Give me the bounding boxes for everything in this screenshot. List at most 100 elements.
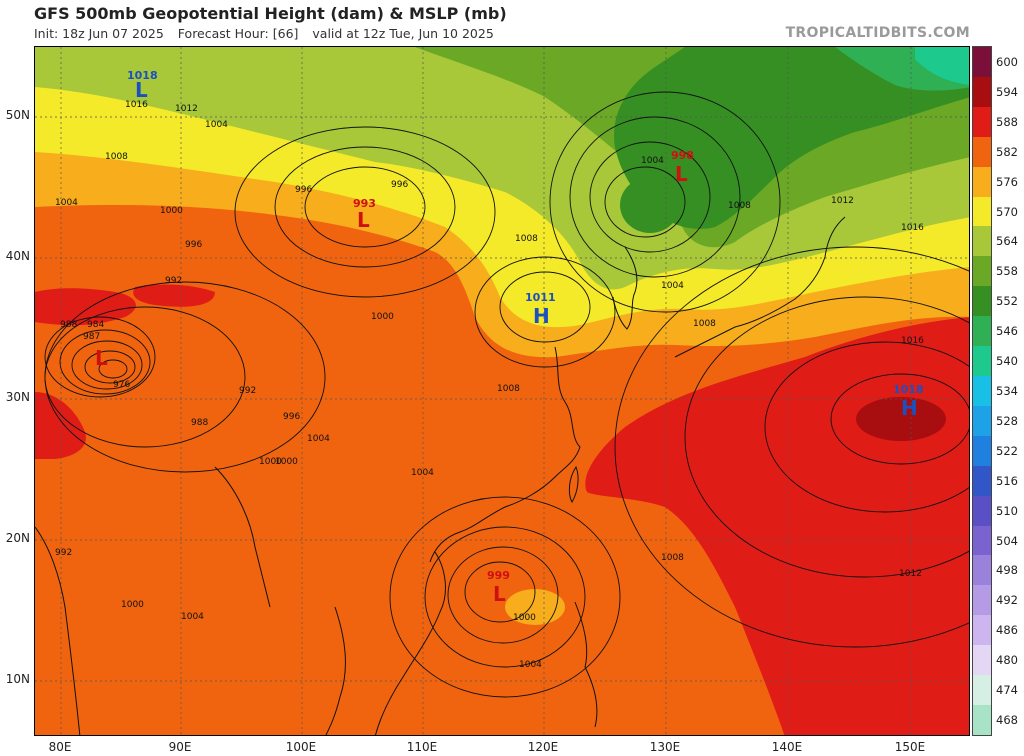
colorbar-segment xyxy=(973,256,991,287)
colorbar-segment xyxy=(973,106,991,137)
lon-label: 110E xyxy=(406,740,438,754)
isobar-label: 1000 xyxy=(513,613,536,623)
colorbar-segment xyxy=(973,675,991,705)
colorbar-label: 582 xyxy=(996,144,1018,159)
pressure-systems: 998 L 993 L L 999 L 1018 L 1011 H 1018 H xyxy=(95,69,924,606)
system-value-low-993: 993 xyxy=(353,197,376,210)
colorbar-label: 576 xyxy=(996,174,1018,189)
init-time: Init: 18z Jun 07 2025 xyxy=(34,26,164,41)
valid-time: valid at 12z Tue, Jun 10 2025 xyxy=(312,26,494,41)
isobar-label: 1008 xyxy=(105,152,128,162)
height-band-540 xyxy=(915,47,969,85)
system-marker-high-1011: H xyxy=(533,304,550,328)
isobar-label: 1004 xyxy=(641,156,664,166)
colorbar-segment xyxy=(973,704,991,735)
system-value-low-998: 998 xyxy=(671,149,694,162)
coast-china xyxy=(429,346,581,563)
colorbar-label: 480 xyxy=(996,653,1018,668)
colorbar-segment xyxy=(973,465,991,496)
height-band-588-west xyxy=(35,288,136,326)
isobar-label: 1004 xyxy=(661,281,684,291)
colorbar-label: 540 xyxy=(996,354,1018,369)
system-value-high-1018: 1018 xyxy=(893,383,924,396)
height-band-552-low xyxy=(620,177,680,233)
isobar-label: 996 xyxy=(391,180,408,190)
coast-korea xyxy=(612,246,638,330)
system-value-low-999: 999 xyxy=(487,569,510,582)
coast-taiwan xyxy=(568,465,579,503)
map-panel: 1016 1012 1004 1008 996 1004 1000 996 99… xyxy=(34,46,970,736)
colorbar-segment xyxy=(973,47,991,77)
chart-title: GFS 500mb Geopotential Height (dam) & MS… xyxy=(34,4,507,23)
colorbar-label: 486 xyxy=(996,623,1018,638)
colorbar-label: 474 xyxy=(996,683,1018,698)
colorbar-label: 498 xyxy=(996,563,1018,578)
isobar-label: 988 xyxy=(60,320,77,330)
system-marker-high-1018: H xyxy=(901,396,918,420)
colorbar-segment xyxy=(973,346,991,376)
colorbar-label: 594 xyxy=(996,84,1018,99)
chart-subtitle: Init: 18z Jun 07 2025 Forecast Hour: [66… xyxy=(34,26,504,41)
isobar-label: 1016 xyxy=(125,100,148,110)
height-band-552 xyxy=(614,47,969,229)
lat-label: 30N xyxy=(5,390,30,404)
lon-label: 130E xyxy=(649,740,681,754)
colorbar-segment xyxy=(973,76,991,107)
coast-japan xyxy=(674,216,846,358)
colorbar-segment xyxy=(973,286,991,317)
colorbar-label: 492 xyxy=(996,593,1018,608)
height-band-588-india xyxy=(35,392,86,459)
colorbar-segment xyxy=(973,645,991,676)
isobar-label: 1000 xyxy=(160,206,183,216)
isobar-label: 996 xyxy=(295,185,312,195)
isobar-label: 992 xyxy=(239,386,256,396)
colorbar xyxy=(972,46,992,736)
colorbar-segment xyxy=(973,375,991,406)
colorbar-segment xyxy=(973,166,991,197)
lat-label: 10N xyxy=(5,672,30,686)
lat-label: 50N xyxy=(5,108,30,122)
colorbar-segment xyxy=(973,136,991,167)
coast-malay xyxy=(325,606,346,735)
isobar-label: 1000 xyxy=(275,457,298,467)
isobar-label: 992 xyxy=(165,276,182,286)
isobar-label: 1016 xyxy=(901,223,924,233)
colorbar-label: 516 xyxy=(996,473,1018,488)
isobar-label: 992 xyxy=(55,548,72,558)
isobar-label: 1016 xyxy=(901,336,924,346)
lon-label: 100E xyxy=(285,740,317,754)
colorbar-label: 552 xyxy=(996,294,1018,309)
colorbar-segment xyxy=(973,585,991,616)
colorbar-label: 522 xyxy=(996,443,1018,458)
system-value-high-1011: 1011 xyxy=(525,291,556,304)
graticule xyxy=(35,47,969,735)
colorbar-label: 558 xyxy=(996,264,1018,279)
colorbar-label: 564 xyxy=(996,234,1018,249)
isobars xyxy=(44,91,969,698)
lon-label: 140E xyxy=(771,740,803,754)
isobar-label: 1000 xyxy=(121,600,144,610)
lon-label: 80E xyxy=(48,740,72,754)
isobar-label: 1008 xyxy=(693,319,716,329)
colorbar-label: 504 xyxy=(996,533,1018,548)
colorbar-segment xyxy=(973,196,991,227)
isobar-label: 976 xyxy=(113,380,130,390)
lon-label: 150E xyxy=(894,740,926,754)
system-marker-low-993: L xyxy=(357,208,370,232)
isobar-label: 1008 xyxy=(497,384,520,394)
isobar-label: 996 xyxy=(185,240,202,250)
system-marker-low-tibet: L xyxy=(95,346,108,370)
colorbar-segment xyxy=(973,316,991,347)
height-band-588-tibet xyxy=(133,284,215,307)
isobar-label: 1004 xyxy=(181,612,204,622)
lat-label: 40N xyxy=(5,249,30,263)
lon-label: 90E xyxy=(168,740,192,754)
isobar-label: 1000 xyxy=(371,312,394,322)
colorbar-label: 510 xyxy=(996,503,1018,518)
system-marker-low-998: L xyxy=(675,162,688,186)
isobar-label: 996 xyxy=(283,412,300,422)
colorbar-segment xyxy=(973,555,991,586)
isobar-label: 1000 xyxy=(259,457,282,467)
colorbar-segment xyxy=(973,435,991,466)
isobar-label: 984 xyxy=(87,320,104,330)
